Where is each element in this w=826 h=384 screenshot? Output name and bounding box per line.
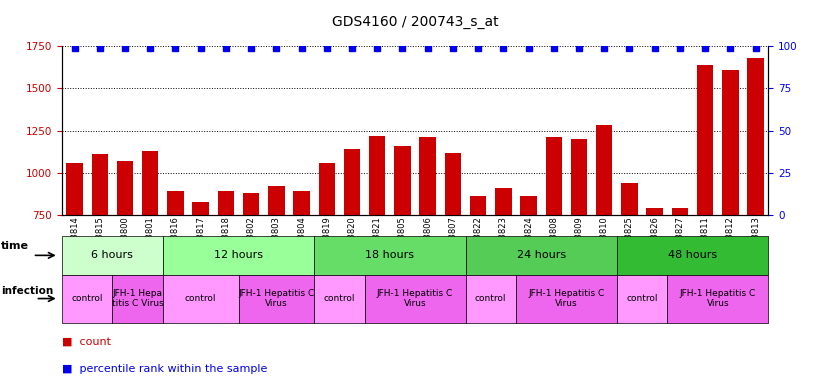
Bar bbox=[92, 154, 108, 342]
Bar bbox=[621, 183, 638, 342]
Text: JFH-1 Hepatitis C
Virus: JFH-1 Hepatitis C Virus bbox=[377, 289, 453, 308]
Text: ■  percentile rank within the sample: ■ percentile rank within the sample bbox=[62, 364, 268, 374]
Text: control: control bbox=[324, 294, 355, 303]
Bar bbox=[293, 191, 310, 342]
Bar bbox=[369, 136, 386, 342]
Bar bbox=[319, 163, 335, 342]
Bar bbox=[344, 149, 360, 342]
Text: 24 hours: 24 hours bbox=[516, 250, 566, 260]
Text: control: control bbox=[475, 294, 506, 303]
Bar bbox=[268, 186, 284, 342]
Text: 48 hours: 48 hours bbox=[668, 250, 717, 260]
Bar bbox=[394, 146, 411, 342]
Bar bbox=[218, 191, 234, 342]
Bar bbox=[167, 191, 183, 342]
Text: ■  count: ■ count bbox=[62, 337, 111, 347]
Bar bbox=[647, 208, 663, 342]
Text: JFH-1 Hepatitis C
Virus: JFH-1 Hepatitis C Virus bbox=[529, 289, 605, 308]
Bar bbox=[672, 208, 688, 342]
Bar bbox=[116, 161, 133, 342]
Bar bbox=[66, 163, 83, 342]
Bar bbox=[596, 126, 612, 342]
Bar bbox=[748, 58, 764, 342]
Bar bbox=[520, 197, 537, 342]
Text: 12 hours: 12 hours bbox=[214, 250, 263, 260]
Bar bbox=[470, 197, 487, 342]
Text: control: control bbox=[626, 294, 657, 303]
Bar bbox=[142, 151, 159, 342]
Text: 6 hours: 6 hours bbox=[92, 250, 133, 260]
Text: JFH-1 Hepatitis C
Virus: JFH-1 Hepatitis C Virus bbox=[238, 289, 315, 308]
Bar bbox=[722, 70, 738, 342]
Bar bbox=[243, 193, 259, 342]
Bar bbox=[192, 202, 209, 342]
Text: time: time bbox=[1, 241, 29, 251]
Bar bbox=[420, 137, 436, 342]
Text: control: control bbox=[71, 294, 103, 303]
Bar bbox=[444, 152, 461, 342]
Bar bbox=[571, 139, 587, 342]
Text: JFH-1 Hepa
titis C Virus: JFH-1 Hepa titis C Virus bbox=[112, 289, 164, 308]
Bar bbox=[546, 137, 562, 342]
Text: JFH-1 Hepatitis C
Virus: JFH-1 Hepatitis C Virus bbox=[680, 289, 756, 308]
Bar bbox=[495, 188, 511, 342]
Text: control: control bbox=[185, 294, 216, 303]
Text: 18 hours: 18 hours bbox=[365, 250, 415, 260]
Bar bbox=[697, 65, 714, 342]
Text: infection: infection bbox=[1, 286, 53, 296]
Text: GDS4160 / 200743_s_at: GDS4160 / 200743_s_at bbox=[332, 15, 498, 29]
